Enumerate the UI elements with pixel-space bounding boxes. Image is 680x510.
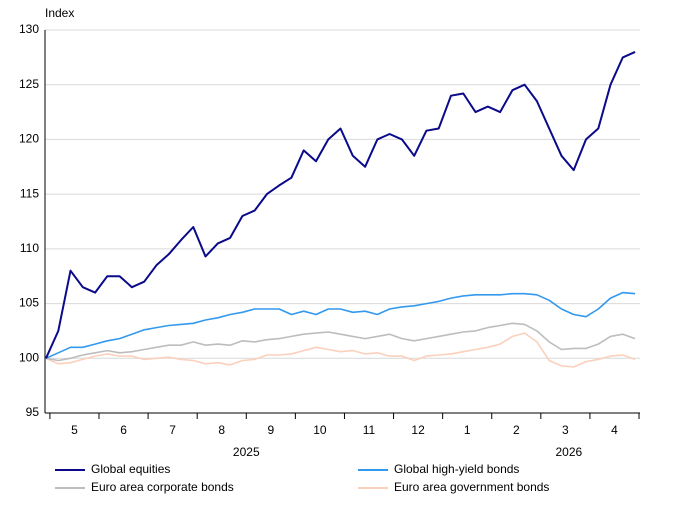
y-tick-label: 105	[19, 296, 39, 310]
x-tick-label: 6	[120, 423, 127, 437]
x-group-label: 2025	[233, 445, 260, 459]
legend-label: Global equities	[91, 462, 170, 476]
x-tick-label: 4	[611, 423, 618, 437]
x-tick-label: 8	[218, 423, 225, 437]
series-line	[45, 322, 636, 362]
series-line	[45, 50, 636, 359]
y-tick-label: 95	[26, 405, 40, 419]
legend-label: Global high-yield bonds	[394, 462, 519, 476]
y-tick-label: 110	[20, 241, 39, 255]
y-tick-label: 115	[20, 186, 39, 200]
legend-label: Euro area government bonds	[394, 480, 549, 494]
series-line	[45, 332, 636, 368]
series-line	[45, 291, 636, 360]
x-tick-label: 2	[513, 423, 520, 437]
x-tick-label: 7	[169, 423, 176, 437]
y-tick-label: 120	[19, 132, 39, 146]
x-tick-label: 3	[562, 423, 569, 437]
y-tick-label: 100	[19, 350, 39, 364]
x-tick-label: 1	[464, 423, 471, 437]
x-tick-label: 10	[313, 423, 327, 437]
y-tick-label: 130	[19, 22, 39, 36]
y-axis-label: Index	[45, 6, 74, 20]
y-tick-label: 125	[19, 77, 39, 91]
x-tick-label: 11	[363, 423, 376, 437]
legend-label: Euro area corporate bonds	[91, 480, 234, 494]
x-tick-label: 9	[267, 423, 274, 437]
x-tick-label: 12	[411, 423, 425, 437]
x-tick-label: 5	[71, 423, 78, 437]
x-group-label: 2026	[555, 445, 582, 459]
